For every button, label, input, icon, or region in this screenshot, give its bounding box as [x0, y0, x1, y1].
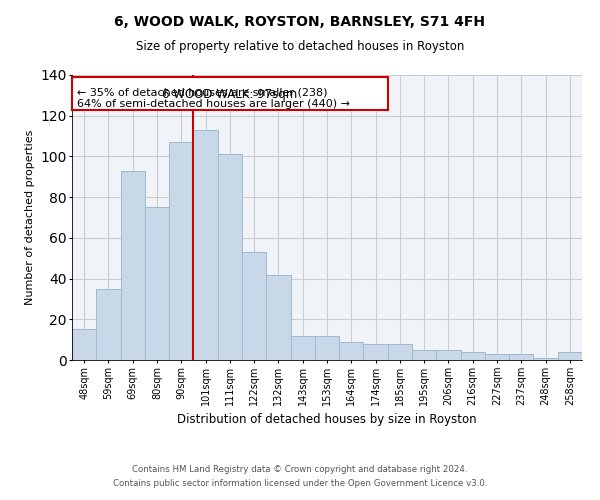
Bar [266, 274, 290, 360]
Bar [72, 330, 96, 360]
Bar [339, 342, 364, 360]
Bar [121, 170, 145, 360]
Bar [558, 352, 582, 360]
FancyBboxPatch shape [72, 77, 388, 110]
Bar [96, 289, 121, 360]
Text: ← 35% of detached houses are smaller (238): ← 35% of detached houses are smaller (23… [77, 88, 328, 98]
Bar [388, 344, 412, 360]
Bar [290, 336, 315, 360]
Bar [436, 350, 461, 360]
Bar [218, 154, 242, 360]
Text: 64% of semi-detached houses are larger (440) →: 64% of semi-detached houses are larger (… [77, 98, 350, 108]
Y-axis label: Number of detached properties: Number of detached properties [25, 130, 35, 305]
Bar [364, 344, 388, 360]
Text: 6, WOOD WALK, ROYSTON, BARNSLEY, S71 4FH: 6, WOOD WALK, ROYSTON, BARNSLEY, S71 4FH [115, 15, 485, 29]
Bar [242, 252, 266, 360]
Bar [315, 336, 339, 360]
Bar [461, 352, 485, 360]
Text: Size of property relative to detached houses in Royston: Size of property relative to detached ho… [136, 40, 464, 53]
Bar [485, 354, 509, 360]
Text: Contains HM Land Registry data © Crown copyright and database right 2024.
Contai: Contains HM Land Registry data © Crown c… [113, 466, 487, 487]
Bar [145, 208, 169, 360]
Text: 6 WOOD WALK: 97sqm: 6 WOOD WALK: 97sqm [162, 88, 298, 102]
Bar [193, 130, 218, 360]
Bar [169, 142, 193, 360]
Bar [509, 354, 533, 360]
X-axis label: Distribution of detached houses by size in Royston: Distribution of detached houses by size … [177, 414, 477, 426]
Bar [412, 350, 436, 360]
Bar [533, 358, 558, 360]
